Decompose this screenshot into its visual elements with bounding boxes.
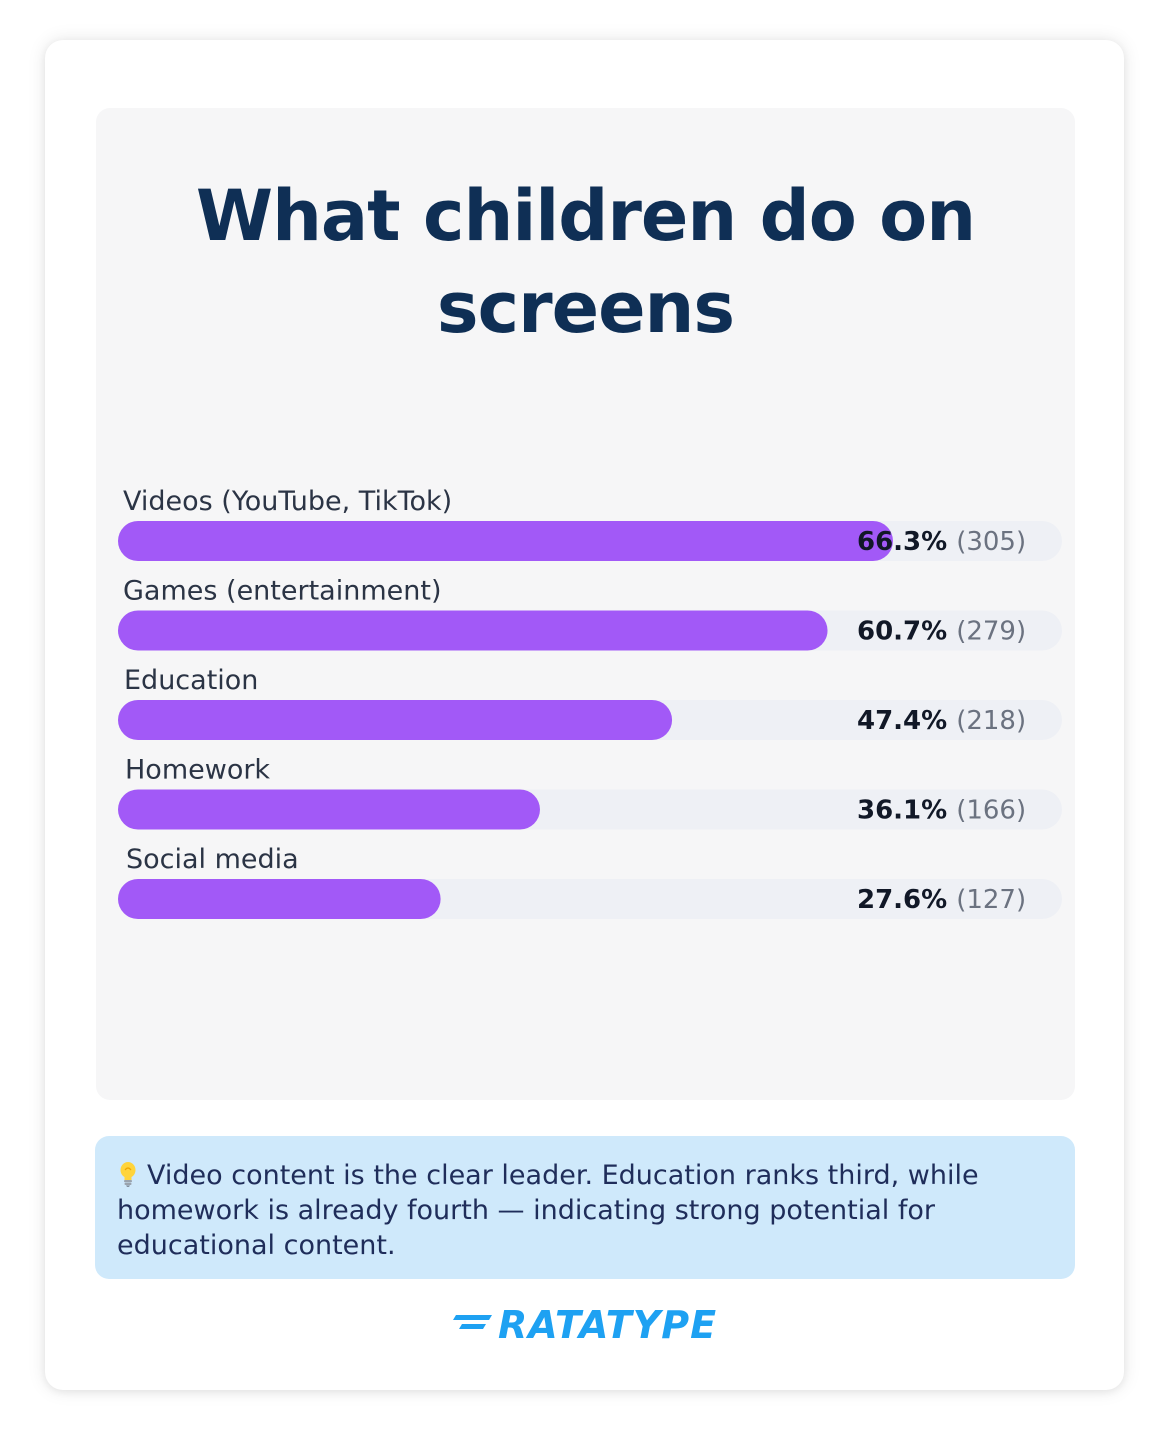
logo-wordmark: RATATYPE — [498, 1303, 718, 1347]
insight-box: Video content is the clear leader. Educa… — [95, 1136, 1075, 1279]
chart-panel — [96, 108, 1075, 1100]
speed-lines-icon — [453, 1315, 492, 1329]
ratatype-logo: RATATYPE — [452, 1300, 722, 1350]
insight-text: Video content is the clear leader. Educa… — [117, 1160, 979, 1261]
chart-title: What children do on screens — [195, 175, 976, 349]
lightbulb-icon — [120, 1162, 136, 1187]
insight-paragraph: Video content is the clear leader. Educa… — [117, 1158, 1015, 1263]
